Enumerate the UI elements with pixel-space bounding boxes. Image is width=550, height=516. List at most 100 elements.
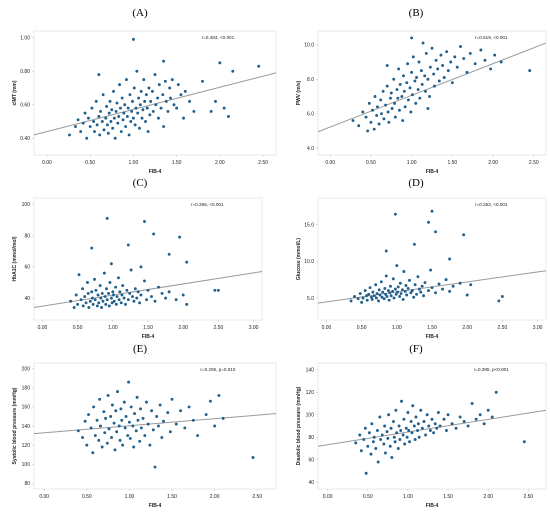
y-tick-label: 120 <box>306 390 315 396</box>
x-tick-label: 2.00 <box>215 160 225 166</box>
data-point <box>115 295 119 298</box>
data-point <box>490 415 494 419</box>
data-point <box>410 70 414 74</box>
data-point <box>387 413 391 417</box>
data-point <box>170 397 174 401</box>
data-point <box>413 283 417 287</box>
data-point <box>103 295 107 298</box>
data-point <box>96 293 100 297</box>
y-tick-label: 120 <box>22 443 31 449</box>
data-point <box>209 109 213 113</box>
data-point <box>154 103 158 107</box>
data-point <box>493 53 497 57</box>
data-point <box>437 282 441 286</box>
data-point <box>421 41 425 45</box>
data-point <box>405 293 409 297</box>
data-point <box>392 77 396 81</box>
data-point <box>386 436 390 440</box>
data-point <box>381 89 385 93</box>
data-point <box>121 284 125 288</box>
data-point <box>398 295 402 298</box>
data-point <box>434 230 437 234</box>
data-point <box>90 296 94 300</box>
data-point <box>112 421 116 425</box>
data-point <box>214 99 217 103</box>
data-point <box>462 233 466 237</box>
data-point <box>174 298 178 302</box>
data-point <box>470 402 474 405</box>
data-point <box>483 58 487 62</box>
data-point <box>129 120 133 123</box>
data-point <box>101 93 105 97</box>
x-tick-label: 0.50 <box>366 160 376 166</box>
data-point <box>108 281 112 284</box>
data-point <box>120 418 124 422</box>
data-point <box>486 408 490 412</box>
data-point <box>157 116 160 120</box>
data-point <box>446 69 450 73</box>
data-point <box>367 431 371 435</box>
data-point <box>162 125 166 128</box>
data-point <box>122 111 126 115</box>
panel-label-e: (E) <box>133 343 147 355</box>
data-point <box>453 55 457 59</box>
data-point <box>396 96 400 100</box>
y-axis-title: cIMT (mm) <box>12 80 18 105</box>
data-point <box>427 220 430 224</box>
data-point <box>399 292 403 295</box>
data-point <box>131 37 135 41</box>
data-point <box>392 420 395 423</box>
y-tick-label: 10.0 <box>304 43 314 49</box>
data-point <box>353 295 357 298</box>
data-point <box>90 246 94 250</box>
data-point <box>391 277 395 281</box>
data-point <box>388 444 392 448</box>
data-point <box>112 299 116 303</box>
data-point <box>398 281 402 285</box>
data-point <box>437 79 441 83</box>
data-point <box>107 427 111 431</box>
plot-frame <box>33 362 277 490</box>
x-tick-label: 0.00 <box>39 494 49 500</box>
data-point <box>469 283 473 287</box>
data-point <box>151 428 155 432</box>
data-point <box>81 304 85 308</box>
data-point <box>422 294 426 298</box>
data-point <box>410 431 414 435</box>
data-point <box>385 63 389 67</box>
data-point <box>106 394 110 397</box>
data-point <box>97 73 101 77</box>
data-point <box>97 301 101 305</box>
data-point <box>379 280 383 284</box>
data-point <box>430 46 434 50</box>
data-point <box>187 405 191 409</box>
data-point <box>128 291 132 295</box>
data-point <box>442 76 446 79</box>
data-point <box>112 89 115 93</box>
x-tick-label: 2.00 <box>210 494 220 500</box>
data-point <box>424 89 427 93</box>
data-point <box>478 413 482 417</box>
data-point <box>372 435 376 439</box>
data-point <box>428 94 432 98</box>
data-point <box>361 110 365 114</box>
data-point <box>450 81 454 85</box>
data-point <box>380 433 384 437</box>
data-point <box>124 302 127 306</box>
data-point <box>117 424 121 428</box>
x-tick-label: 3.00 <box>533 325 543 331</box>
data-point <box>428 65 432 69</box>
data-point <box>387 298 391 302</box>
data-point <box>522 440 526 444</box>
data-point <box>419 69 423 73</box>
data-point <box>99 296 103 300</box>
data-point <box>107 111 111 115</box>
data-point <box>148 113 152 117</box>
data-point <box>166 411 170 415</box>
data-point <box>113 136 117 140</box>
data-point <box>393 115 397 119</box>
data-point <box>393 212 397 216</box>
x-axis-title: FIB-4 <box>426 169 439 175</box>
data-point <box>358 433 362 437</box>
data-point <box>439 53 443 57</box>
